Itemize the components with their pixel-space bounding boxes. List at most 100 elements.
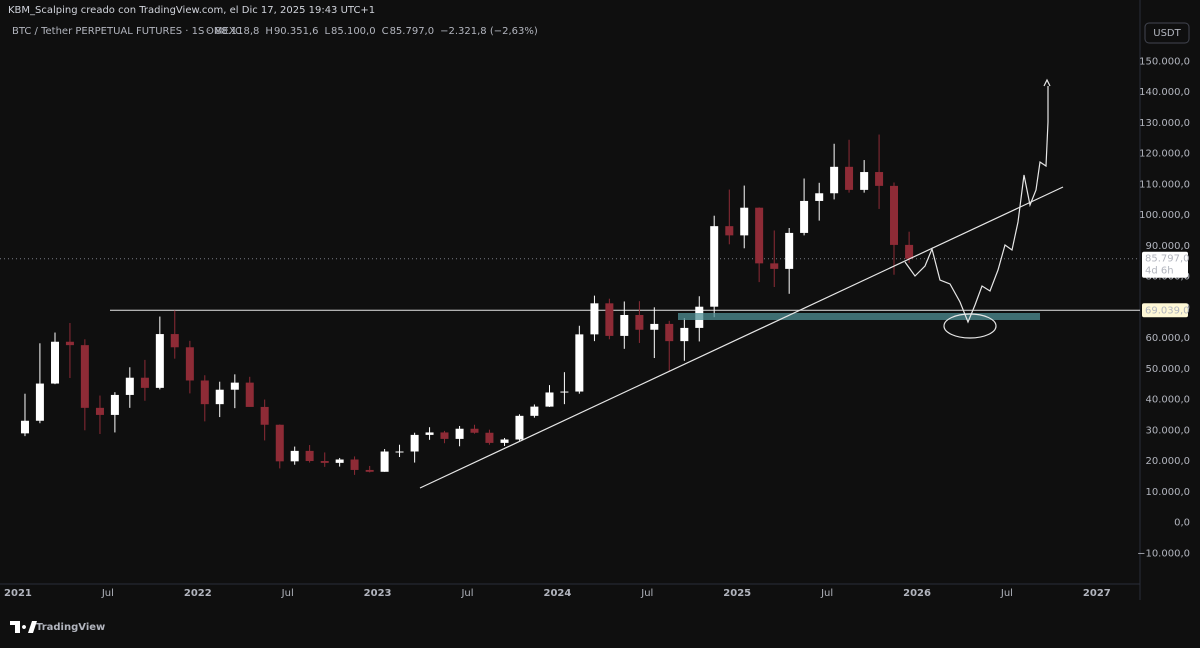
y-tick-label: 140.000,0 bbox=[1139, 87, 1190, 98]
x-tick-label: Jul bbox=[1000, 588, 1013, 599]
legend-key: C bbox=[382, 26, 389, 37]
brand: TradingView bbox=[36, 622, 105, 633]
legend-value: 85.797,0 bbox=[390, 26, 435, 37]
candle-body bbox=[410, 434, 419, 452]
ohlc-legend: O 88.118,8 H 90.351,6 L 85.100,0 C 85.797,0 −2.3… bbox=[206, 26, 538, 37]
plot: −10.000,0 0,0 10.000,0 20.000,0 30.000,0 40.0… bbox=[0, 56, 1190, 599]
projection-arrow bbox=[1043, 78, 1051, 87]
candle-body bbox=[815, 193, 824, 201]
legend-value: 85.100,0 bbox=[331, 26, 376, 37]
candle-body bbox=[875, 172, 884, 186]
candle-body bbox=[95, 407, 104, 415]
y-tick-label: 130.000,0 bbox=[1139, 118, 1190, 129]
candle-body bbox=[605, 303, 614, 336]
y-tick-label: 110.000,0 bbox=[1139, 179, 1190, 190]
candle-body bbox=[230, 382, 239, 390]
candle-body bbox=[890, 185, 899, 245]
candle-body bbox=[500, 439, 509, 443]
author-line: KBM_Scalping creado con TradingView.com,… bbox=[8, 5, 375, 16]
candle-body bbox=[740, 207, 749, 236]
candle-body bbox=[35, 383, 44, 421]
candle-body bbox=[140, 377, 149, 388]
currency-button[interactable] bbox=[1144, 22, 1190, 44]
legend-value: 90.351,6 bbox=[274, 26, 319, 37]
candle-body bbox=[710, 226, 719, 307]
candle-body bbox=[680, 327, 689, 342]
candle-body bbox=[440, 432, 449, 439]
trendline bbox=[419, 186, 1064, 489]
x-tick-label: 2025 bbox=[723, 588, 751, 599]
candle-body bbox=[200, 380, 209, 405]
legend-key: H bbox=[265, 26, 273, 37]
candle-body bbox=[545, 392, 554, 407]
candle-body bbox=[785, 232, 794, 269]
y-tick-label: 20.000,0 bbox=[1145, 456, 1190, 467]
level-label: 69.039,0 bbox=[1145, 305, 1190, 316]
logo-icon bbox=[10, 621, 37, 633]
candle-body bbox=[125, 377, 134, 395]
candle-body bbox=[620, 315, 629, 336]
candle-body bbox=[470, 428, 479, 433]
candle-body bbox=[635, 315, 644, 330]
x-tick-label: 2021 bbox=[4, 588, 32, 599]
y-tick-label: 100.000,0 bbox=[1139, 210, 1190, 221]
candle-body bbox=[575, 334, 584, 392]
candle-body bbox=[51, 341, 60, 384]
y-tick-label: 0,0 bbox=[1174, 518, 1190, 529]
candle-body bbox=[770, 263, 779, 269]
x-tick-label: Jul bbox=[460, 588, 473, 599]
candle-body bbox=[320, 461, 329, 463]
y-tick-label: 60.000,0 bbox=[1145, 333, 1190, 344]
last-price-label: 85.797,0 bbox=[1145, 254, 1190, 265]
candle-body bbox=[665, 323, 674, 342]
candle-body bbox=[350, 459, 359, 470]
x-tick-label: Jul bbox=[101, 588, 114, 599]
x-tick-label: Jul bbox=[640, 588, 653, 599]
y-tick-label: 30.000,0 bbox=[1145, 425, 1190, 436]
x-tick-label: 2024 bbox=[543, 588, 571, 599]
candle-body bbox=[185, 347, 194, 381]
y-tick-label: 50.000,0 bbox=[1145, 364, 1190, 375]
x-tick-label: 2022 bbox=[184, 588, 212, 599]
candle-body bbox=[20, 420, 29, 434]
y-tick-label: 90.000,0 bbox=[1145, 241, 1190, 252]
projection-path bbox=[904, 86, 1049, 324]
y-tick-label: −10.000,0 bbox=[1137, 548, 1190, 559]
candle-body bbox=[305, 450, 314, 462]
candle-body bbox=[290, 450, 299, 462]
candle-body bbox=[335, 459, 344, 463]
candle-body bbox=[455, 428, 464, 439]
currency-label[interactable]: USDT bbox=[1153, 28, 1181, 39]
legend-key: L bbox=[324, 26, 330, 37]
candle-body bbox=[170, 334, 179, 348]
candle-body bbox=[365, 469, 374, 472]
candle-body bbox=[590, 303, 599, 335]
candle-body bbox=[530, 406, 539, 416]
y-tick-label: 10.000,0 bbox=[1145, 487, 1190, 498]
candle-body bbox=[860, 172, 869, 190]
candle-body bbox=[80, 345, 89, 408]
x-tick-label: 2026 bbox=[903, 588, 931, 599]
candle-body bbox=[905, 244, 914, 259]
y-tick-label: 150.000,0 bbox=[1139, 56, 1190, 67]
highlight-ellipse bbox=[943, 313, 997, 339]
symbol-title: BTC / Tether PERPETUAL FUTURES · 1S · ME… bbox=[12, 26, 242, 37]
legend-value: 88.118,8 bbox=[215, 26, 260, 37]
candle-body bbox=[515, 415, 524, 440]
x-tick-label: Jul bbox=[281, 588, 294, 599]
x-tick-label: Jul bbox=[820, 588, 833, 599]
level-badge bbox=[1142, 303, 1188, 318]
candle-body bbox=[395, 451, 404, 453]
candle-body bbox=[755, 207, 764, 264]
candle-body bbox=[845, 166, 854, 190]
candle-body bbox=[425, 432, 434, 435]
x-tick-label: 2023 bbox=[364, 588, 392, 599]
candle-body bbox=[275, 424, 284, 462]
x-tick-label: 2027 bbox=[1083, 588, 1111, 599]
candle-body bbox=[830, 166, 839, 194]
countdown: 4d 6h bbox=[1145, 266, 1174, 277]
legend-key: O bbox=[206, 26, 214, 37]
